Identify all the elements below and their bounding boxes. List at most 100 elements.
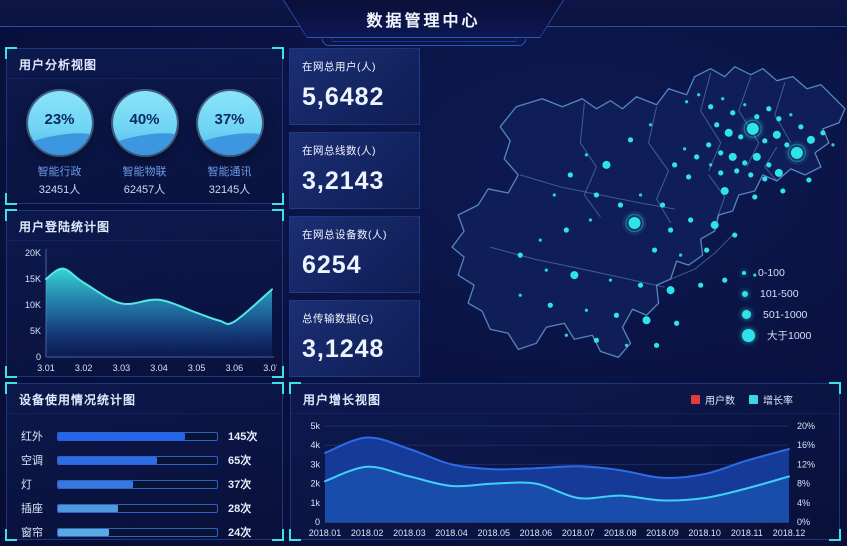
- map-data-bubble: [648, 123, 653, 127]
- panel-title-login-stats: 用户登陆统计图: [7, 211, 282, 241]
- page-title-inner: 数据管理中心: [284, 0, 563, 37]
- legend-swatch: [749, 395, 758, 404]
- stat-card: 在网总设备数(人) 6254: [289, 216, 420, 293]
- growth-area-chart: 0 1k 2k 3k 4k 5k 0% 4% 8% 12% 16% 20% 2018.01 2018.02…: [309, 421, 815, 538]
- legend-label: 增长率: [763, 396, 793, 407]
- device-bar-track: [57, 479, 218, 489]
- device-usage-value: 65次: [228, 455, 252, 467]
- map-data-bubble: [685, 100, 689, 104]
- x-tick-label: 2018.06: [520, 528, 553, 538]
- map-data-bubble: [742, 160, 748, 166]
- map-legend: 0-100 101-500 501-1000 大于1000: [742, 262, 811, 346]
- map-data-bubble: [772, 130, 781, 139]
- map-data-bubble: [806, 177, 812, 183]
- right-axis-tick: 4%: [797, 498, 810, 508]
- left-axis-tick: 2k: [310, 479, 320, 489]
- map-data-bubble: [710, 221, 719, 230]
- x-tick-label: 3.03: [113, 363, 131, 373]
- map-data-bubble: [667, 227, 674, 233]
- device-bar-row: 灯 37次: [21, 472, 268, 496]
- right-axis-tick: 8%: [797, 479, 810, 489]
- corner-bracket: [5, 382, 17, 394]
- panel-login-stats: 用户登陆统计图 0 5K 10K 15K 20K 3.01 3.02 3.03 3.04 3.05…: [5, 209, 284, 378]
- map-data-bubble: [753, 273, 757, 277]
- growth-chart-legend: 用户数 增长率: [691, 392, 793, 407]
- corner-bracket: [829, 382, 841, 394]
- map-data-bubble: [613, 312, 620, 318]
- device-bar-row: 空调 65次: [21, 448, 268, 472]
- gauge: 23% 智能行政 32451人: [18, 91, 102, 197]
- map-data-bubble: [547, 302, 553, 308]
- map-legend-item: 101-500: [742, 283, 811, 304]
- region-map: [424, 46, 847, 380]
- map-data-bubble: [730, 110, 736, 116]
- corner-bracket: [5, 193, 17, 205]
- y-tick-label: 5K: [30, 326, 41, 336]
- map-data-bubble: [698, 282, 704, 288]
- x-tick-label: 2018.08: [604, 528, 637, 538]
- map-data-bubble: [720, 186, 729, 195]
- map-legend-label: 大于1000: [767, 330, 812, 342]
- map-data-bubble: [774, 168, 783, 177]
- device-bar-row: 插座 28次: [21, 496, 268, 520]
- stat-label: 在网总线数(人): [302, 145, 376, 157]
- device-bar-fill: [58, 456, 157, 464]
- left-axis-tick: 4k: [310, 440, 320, 450]
- gauge: 40% 智能物联 62457人: [103, 91, 187, 197]
- map-legend-label: 101-500: [760, 287, 799, 300]
- map-data-bubble: [722, 277, 728, 283]
- gauge-count: 62457人: [123, 184, 166, 196]
- device-bar-row: 窗帘 24次: [21, 520, 268, 544]
- x-tick-label: 3.05: [188, 363, 206, 373]
- map-data-bubble: [602, 160, 611, 169]
- right-axis-tick: 12%: [797, 459, 815, 469]
- stat-value: 3,2143: [302, 167, 385, 195]
- map-data-bubble: [708, 104, 714, 110]
- legend-item-用户数[interactable]: 用户数: [691, 392, 735, 407]
- stat-label: 在网总用户(人): [302, 61, 376, 73]
- map-data-bubble: [666, 286, 675, 295]
- legend-item-增长率[interactable]: 增长率: [749, 392, 793, 407]
- y-tick-label: 10K: [25, 300, 41, 310]
- x-tick-label: 2018.10: [688, 528, 721, 538]
- map-data-bubble: [746, 122, 759, 135]
- device-name: 插座: [21, 503, 43, 515]
- left-axis-tick: 3k: [310, 459, 320, 469]
- header-bracket-decoration: [322, 39, 526, 46]
- map-data-bubble: [780, 188, 786, 194]
- gauge-name: 智能通讯: [207, 166, 252, 178]
- map-data-bubble: [588, 218, 592, 222]
- x-tick-label: 2018.04: [435, 528, 468, 538]
- device-usage-value: 24次: [228, 527, 252, 539]
- panel-title-user-growth: 用户增长视图: [291, 384, 839, 414]
- map-data-bubble: [617, 202, 624, 208]
- device-name: 空调: [21, 455, 43, 467]
- gauge-percent: 23%: [44, 111, 75, 128]
- gauge-percent: 40%: [129, 111, 160, 128]
- gauge-circle: 23%: [27, 91, 92, 155]
- gauge-wave: [27, 127, 92, 155]
- stat-card: 在网总用户(人) 5,6482: [289, 48, 420, 125]
- map-data-bubble: [518, 293, 522, 297]
- map-data-bubble: [820, 130, 826, 136]
- map-data-bubble: [718, 170, 724, 176]
- x-tick-label: 2018.09: [646, 528, 679, 538]
- device-bar-fill: [58, 528, 109, 536]
- map-data-bubble: [584, 308, 588, 312]
- map-data-bubble: [748, 172, 754, 178]
- map-data-bubble: [831, 143, 835, 147]
- stat-card: 总传输数据(G) 3,1248: [289, 300, 420, 377]
- map-outline: [451, 66, 846, 358]
- corner-bracket: [272, 47, 284, 59]
- panel-title-device-usage: 设备使用情况统计图: [7, 384, 282, 414]
- map-data-bubble: [517, 252, 523, 258]
- map-data-bubble: [694, 154, 700, 160]
- map-data-bubble: [659, 202, 666, 208]
- map-data-bubble: [637, 282, 644, 288]
- device-bar-fill: [58, 480, 133, 488]
- device-name: 灯: [21, 479, 32, 491]
- left-axis-tick: 0: [315, 517, 320, 527]
- map-data-bubble: [706, 142, 712, 148]
- stat-label: 总传输数据(G): [302, 313, 374, 325]
- gauge-circle: 40%: [112, 91, 177, 155]
